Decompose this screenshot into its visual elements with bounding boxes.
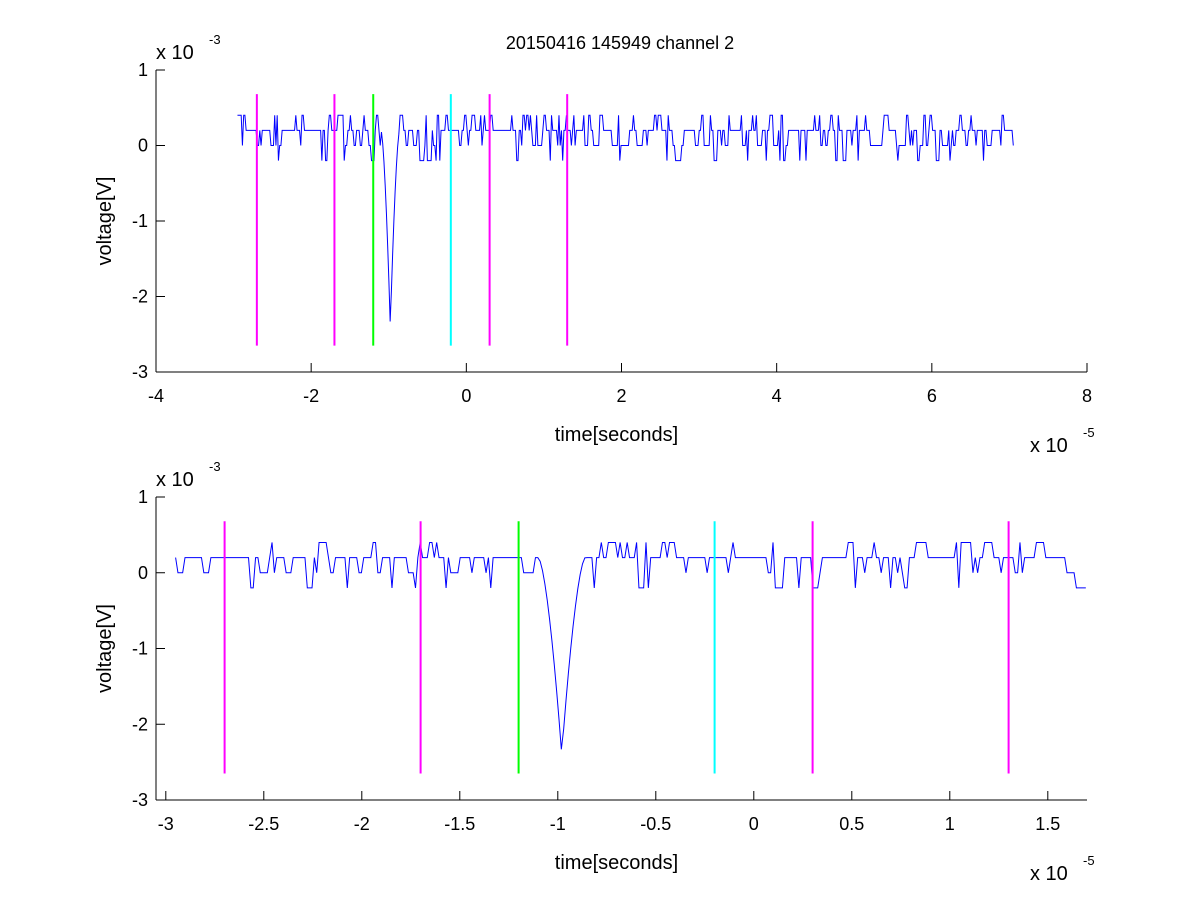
x-tick-label: 0 <box>461 386 471 406</box>
y-tick-label: -3 <box>132 790 148 810</box>
y-exponent-label: x 10 <box>156 42 194 64</box>
y-tick-label: 1 <box>138 487 148 507</box>
x-tick-label: -2 <box>303 386 319 406</box>
x-tick-label: -2 <box>354 814 370 834</box>
y-exponent-label: x 10 <box>156 469 194 491</box>
x-exponent-label: x 10 <box>1030 863 1068 885</box>
figure-title: 20150416 145949 channel 2 <box>506 33 734 53</box>
y-tick-label: -3 <box>132 362 148 382</box>
y-tick-label: 0 <box>138 563 148 583</box>
y-axis-label: voltage[V] <box>94 604 116 693</box>
x-tick-label: 8 <box>1082 386 1092 406</box>
x-exponent-power: -5 <box>1083 853 1095 868</box>
y-exponent-power: -3 <box>209 32 221 47</box>
y-tick-label: -2 <box>132 714 148 734</box>
bottom-plot: -3 -2.5 -2 -1.5 -1 -0.5 0 0.5 1 1.5 -3 -2 -1 0 1 time[s… <box>94 459 1095 885</box>
x-exponent-label: x 10 <box>1030 435 1068 457</box>
x-tick-label: 0.5 <box>839 814 864 834</box>
x-tick-label: 1 <box>945 814 955 834</box>
x-tick-label: 0 <box>749 814 759 834</box>
x-axis-label: time[seconds] <box>555 852 678 874</box>
y-exponent-power: -3 <box>209 459 221 474</box>
x-tick-label: 4 <box>772 386 782 406</box>
y-tick-label: -1 <box>132 639 148 659</box>
x-tick-label: -3 <box>158 814 174 834</box>
y-tick-label: 0 <box>138 136 148 156</box>
x-tick-label: -1 <box>550 814 566 834</box>
x-tick-label: -1.5 <box>444 814 475 834</box>
voltage-trace <box>175 541 1086 750</box>
y-tick-label: -2 <box>132 287 148 307</box>
x-exponent-power: -5 <box>1083 425 1095 440</box>
x-tick-label: 1.5 <box>1035 814 1060 834</box>
x-tick-label: 2 <box>616 386 626 406</box>
top-plot: -4 -2 0 2 4 6 8 -3 -2 -1 0 1 time[seconds] voltage[V]… <box>94 32 1095 457</box>
voltage-trace <box>237 114 1014 322</box>
x-axis-label: time[seconds] <box>555 424 678 446</box>
y-tick-label: 1 <box>138 60 148 80</box>
x-tick-label: -2.5 <box>248 814 279 834</box>
x-tick-label: -4 <box>148 386 164 406</box>
y-tick-label: -1 <box>132 211 148 231</box>
y-axis-label: voltage[V] <box>94 177 116 266</box>
x-tick-label: -0.5 <box>640 814 671 834</box>
x-tick-label: 6 <box>927 386 937 406</box>
